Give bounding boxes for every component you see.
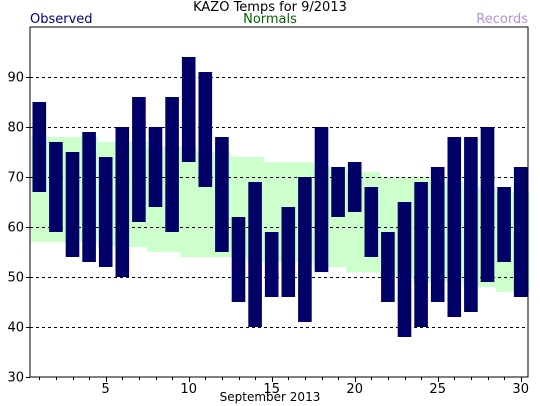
observed-bar-day-7 [132,97,146,222]
x-axis-label: September 2013 [219,390,321,404]
observed-bar-day-13 [231,217,246,302]
x-tick-label-15: 15 [263,382,280,397]
observed-bar-day-30 [513,167,528,297]
observed-bar-day-24 [414,182,428,327]
observed-bar-day-22 [381,232,395,302]
legend-records: Records [476,12,528,27]
chart-title: KAZO Temps for 9/2013 [193,0,347,15]
y-tick-label-40: 40 [7,321,24,336]
y-tick-label-60: 60 [7,221,24,236]
observed-bar-day-17 [298,177,312,322]
y-tick-label-50: 50 [7,271,24,286]
x-axis: 5 10 15 20 25 30 [39,377,529,397]
y-axis: 30 40 50 60 70 80 90 [7,71,30,386]
observed-bar-day-29 [497,187,511,262]
y-tick-label-70: 70 [7,171,24,186]
observed-bar-day-23 [397,202,412,337]
observed-bar-day-8 [148,127,163,207]
observed-bar-day-27 [464,137,478,312]
y-tick-label-30: 30 [7,371,24,386]
legend-normals: Normals [243,12,297,27]
observed-bar-day-28 [480,127,495,282]
observed-bar-day-26 [447,137,462,317]
observed-bar-day-9 [165,97,179,232]
observed-bar-day-5 [98,157,113,267]
observed-bar-day-10 [181,57,196,162]
observed-series [32,57,528,337]
observed-bar-day-21 [364,187,379,257]
observed-bar-day-20 [347,162,362,212]
legend-observed: Observed [30,12,93,27]
observed-bar-day-15 [264,232,279,297]
y-tick-label-80: 80 [7,121,24,136]
observed-bar-day-25 [430,167,445,302]
observed-bar-day-14 [248,182,262,327]
x-tick-label-10: 10 [180,382,197,397]
observed-bar-day-11 [198,72,213,187]
observed-bar-day-3 [65,152,80,257]
y-tick-label-90: 90 [7,71,24,86]
x-tick-label-25: 25 [429,382,446,397]
observed-bar-day-4 [82,132,96,262]
plot-frame [29,26,529,378]
x-tick-label-20: 20 [346,382,363,397]
x-tick-label-5: 5 [102,382,110,397]
gridlines [30,77,528,328]
observed-bar-day-12 [215,137,229,252]
observed-bar-day-19 [331,167,345,217]
normal-range-day-10 [180,147,198,257]
observed-bar-day-18 [314,127,329,272]
observed-bar-day-1 [32,102,47,192]
observed-bar-day-6 [115,127,130,277]
observed-bar-day-16 [281,207,296,297]
x-tick-label-30: 30 [512,382,529,397]
observed-bar-day-2 [49,142,63,232]
